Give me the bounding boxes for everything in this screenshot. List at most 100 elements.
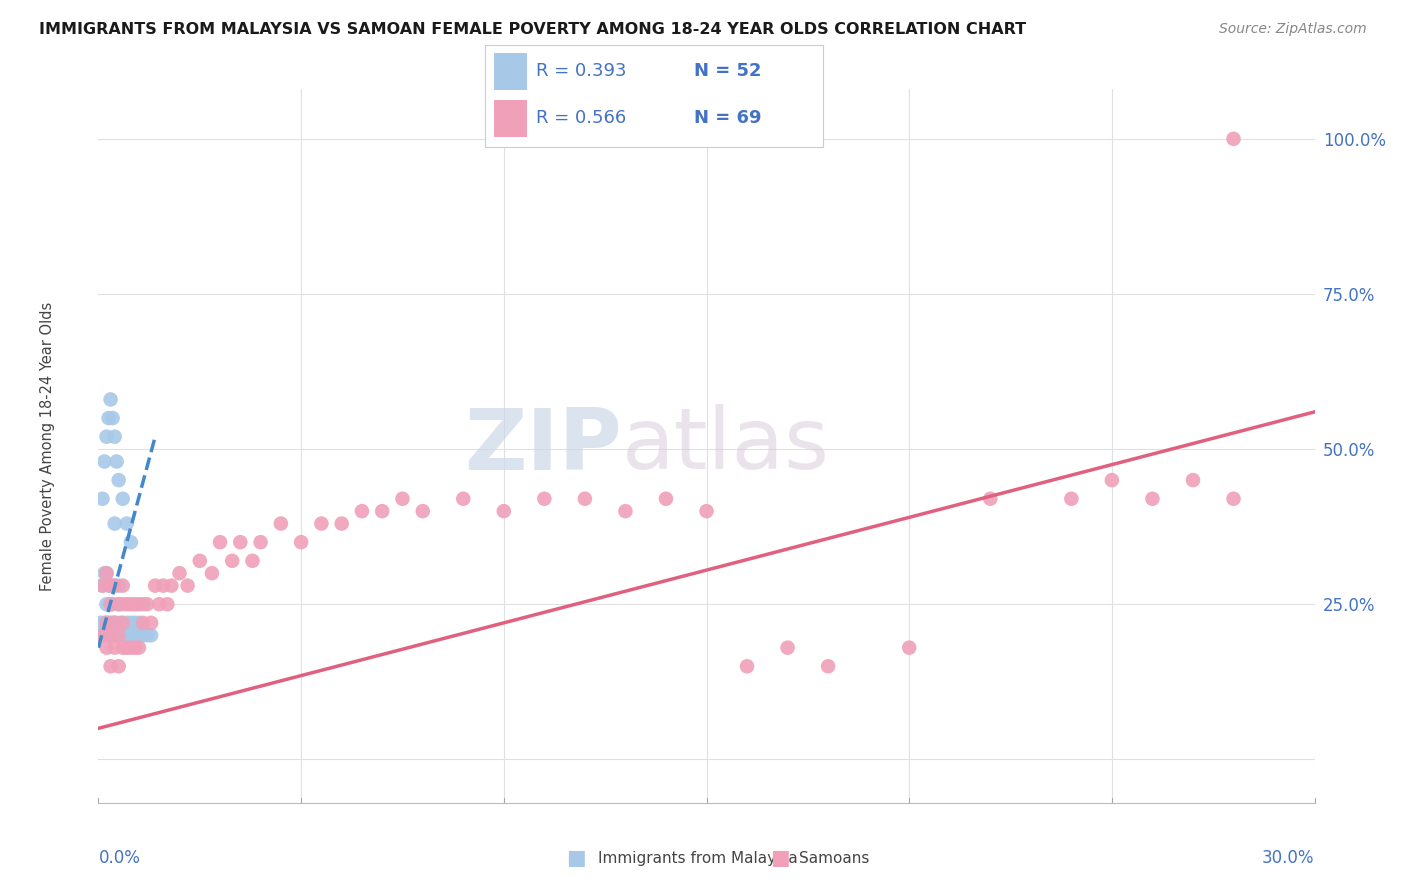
Point: [107, 597, 129, 611]
Point: [979, 491, 1001, 506]
Text: Source: ZipAtlas.com: Source: ZipAtlas.com: [1219, 22, 1367, 37]
Point: [93, 566, 115, 581]
Point: [105, 454, 128, 468]
Point: [111, 579, 134, 593]
Point: [132, 615, 155, 630]
Point: [330, 516, 353, 531]
Point: [101, 411, 124, 425]
Point: [350, 504, 373, 518]
Point: [107, 473, 129, 487]
Text: Female Poverty Among 18-24 Year Olds: Female Poverty Among 18-24 Year Olds: [39, 301, 55, 591]
Point: [128, 640, 150, 655]
Point: [96, 566, 118, 581]
Text: 30.0%: 30.0%: [1263, 849, 1315, 867]
Point: [97, 411, 120, 425]
Point: [100, 597, 122, 611]
Point: [120, 640, 142, 655]
Point: [453, 491, 475, 506]
Point: [136, 597, 159, 611]
Point: [111, 597, 134, 611]
Point: [96, 615, 118, 630]
Point: [100, 597, 122, 611]
Point: [124, 597, 146, 611]
Point: [111, 640, 134, 655]
Point: [143, 579, 166, 593]
Point: [104, 615, 127, 630]
Point: [96, 640, 118, 655]
Point: [115, 597, 138, 611]
Point: [107, 628, 129, 642]
Point: [111, 628, 134, 642]
Point: [221, 554, 243, 568]
Point: [1142, 491, 1164, 506]
Text: Samoans: Samoans: [799, 851, 869, 865]
Point: [91, 579, 114, 593]
Point: [128, 615, 150, 630]
Point: [311, 516, 333, 531]
Point: [100, 628, 122, 642]
Point: [696, 504, 718, 518]
Point: [124, 628, 146, 642]
Point: [1222, 132, 1244, 146]
Point: [104, 615, 127, 630]
Point: [101, 597, 124, 611]
Text: ZIP: ZIP: [464, 404, 621, 488]
Point: [270, 516, 292, 531]
Point: [1182, 473, 1205, 487]
Point: [898, 640, 921, 655]
Text: 0.0%: 0.0%: [98, 849, 141, 867]
Point: [100, 615, 122, 630]
Text: R = 0.393: R = 0.393: [536, 62, 626, 80]
Point: [91, 579, 114, 593]
Point: [93, 454, 115, 468]
Point: [91, 628, 114, 642]
Point: [120, 535, 142, 549]
Point: [100, 392, 122, 407]
Point: [96, 597, 118, 611]
Point: [176, 579, 198, 593]
Point: [101, 615, 124, 630]
Point: [89, 615, 111, 630]
Point: [156, 597, 179, 611]
Point: [1222, 491, 1244, 506]
Point: [1060, 491, 1083, 506]
Point: [655, 491, 678, 506]
Point: [104, 628, 127, 642]
Text: ■: ■: [770, 848, 790, 868]
Point: [96, 628, 118, 642]
Point: [111, 615, 134, 630]
Point: [104, 640, 127, 655]
Point: [96, 615, 118, 630]
Point: [209, 535, 232, 549]
Point: [412, 504, 434, 518]
Point: [132, 628, 155, 642]
Point: [574, 491, 596, 506]
Bar: [494, 53, 527, 90]
Point: [152, 579, 174, 593]
Point: [107, 597, 129, 611]
Point: [124, 615, 146, 630]
Point: [107, 579, 129, 593]
Point: [229, 535, 252, 549]
Point: [188, 554, 211, 568]
Text: N = 52: N = 52: [695, 62, 762, 80]
Point: [107, 659, 129, 673]
Point: [100, 659, 122, 673]
Point: [115, 628, 138, 642]
Point: [492, 504, 515, 518]
Point: [111, 491, 134, 506]
Point: [776, 640, 799, 655]
Point: [1101, 473, 1123, 487]
Text: IMMIGRANTS FROM MALAYSIA VS SAMOAN FEMALE POVERTY AMONG 18-24 YEAR OLDS CORRELAT: IMMIGRANTS FROM MALAYSIA VS SAMOAN FEMAL…: [39, 22, 1026, 37]
Point: [104, 430, 127, 444]
Point: [110, 615, 132, 630]
Point: [115, 640, 138, 655]
Point: [120, 628, 142, 642]
Point: [614, 504, 637, 518]
Text: R = 0.566: R = 0.566: [536, 110, 626, 128]
Point: [104, 579, 127, 593]
Point: [817, 659, 839, 673]
Point: [160, 579, 183, 593]
Point: [104, 579, 127, 593]
Point: [105, 615, 128, 630]
